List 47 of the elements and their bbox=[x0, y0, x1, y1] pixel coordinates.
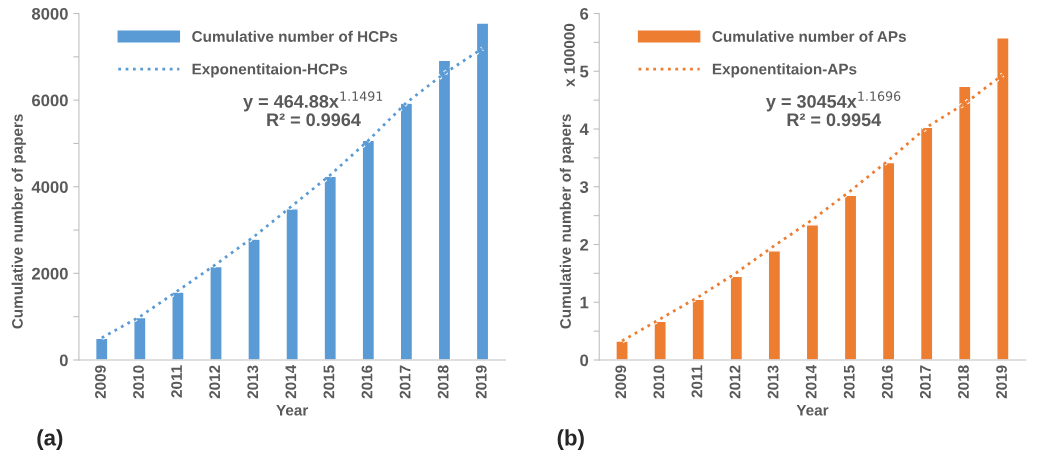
y-tick-label: 4 bbox=[579, 123, 589, 136]
legend-label: Exponentitaion-HCPs bbox=[192, 63, 348, 78]
y-tick-label: 5 bbox=[580, 65, 589, 78]
text: x 100000 bbox=[564, 23, 575, 87]
x-axis-title: Year bbox=[276, 404, 309, 416]
legend-label: Exponentitaion-APs bbox=[712, 63, 857, 78]
x-tick-label: 2017 bbox=[919, 365, 931, 399]
x-tick-label: 2019 bbox=[996, 365, 1007, 399]
x-tick-label: 2009 bbox=[615, 365, 627, 399]
x-tick-label: 2010 bbox=[653, 365, 665, 399]
y-tick-label: 0 bbox=[580, 354, 589, 367]
x-tick-label: 2012 bbox=[209, 365, 221, 399]
y-tick-label: 6000 bbox=[32, 94, 68, 107]
x-tick-label: 2009 bbox=[95, 365, 106, 399]
y-axis-title: Cumulative number of papers bbox=[11, 114, 26, 329]
x-tick-label: 2011 bbox=[691, 365, 703, 398]
x-tick-label: 2015 bbox=[323, 365, 335, 399]
x-tick-label: 2010 bbox=[133, 365, 144, 399]
x-tick-label: 2016 bbox=[361, 365, 373, 399]
x-tick-label: 2017 bbox=[399, 365, 411, 399]
y-tick-label: 3 bbox=[579, 181, 589, 193]
annotation: y = 30454x$^{1.1696}$ R² = 0.9954 bbox=[766, 91, 901, 127]
y-tick-label: 6 bbox=[580, 7, 589, 20]
y-tick-label: 2000 bbox=[31, 267, 68, 280]
x-tick-label: 2013 bbox=[767, 365, 779, 399]
x-tick-label: 2018 bbox=[958, 365, 969, 399]
x-tick-label: 2011 bbox=[171, 365, 183, 398]
x-tick-label: 2013 bbox=[247, 365, 259, 399]
y-tick-label: 0 bbox=[59, 354, 68, 367]
x-tick-label: 2018 bbox=[437, 365, 449, 399]
text: (a) bbox=[37, 429, 63, 450]
x-tick-label: 2015 bbox=[843, 365, 855, 399]
x-tick-label: 2016 bbox=[881, 365, 893, 399]
annotation: y = 464.88x$^{1.1491}$ R² = 0.9964 bbox=[243, 91, 383, 127]
y-tick-label: 2 bbox=[580, 238, 589, 251]
x-axis-title: Year bbox=[796, 404, 829, 416]
x-tick-label: 2019 bbox=[475, 365, 487, 399]
y-tick-label: 4000 bbox=[31, 181, 68, 193]
text: (b) bbox=[557, 429, 584, 450]
y-tick-label: 8000 bbox=[31, 7, 68, 20]
x-tick-label: 2012 bbox=[729, 365, 741, 399]
legend-label: Cumulative number of HCPs bbox=[192, 30, 398, 42]
y-axis-title: Cumulative number of papers bbox=[559, 114, 574, 329]
legend-label: Cumulative number of APs bbox=[712, 30, 906, 42]
y-tick-label: 1 bbox=[580, 296, 589, 309]
x-tick-label: 2014 bbox=[285, 364, 297, 399]
x-tick-label: 2014 bbox=[805, 364, 817, 399]
